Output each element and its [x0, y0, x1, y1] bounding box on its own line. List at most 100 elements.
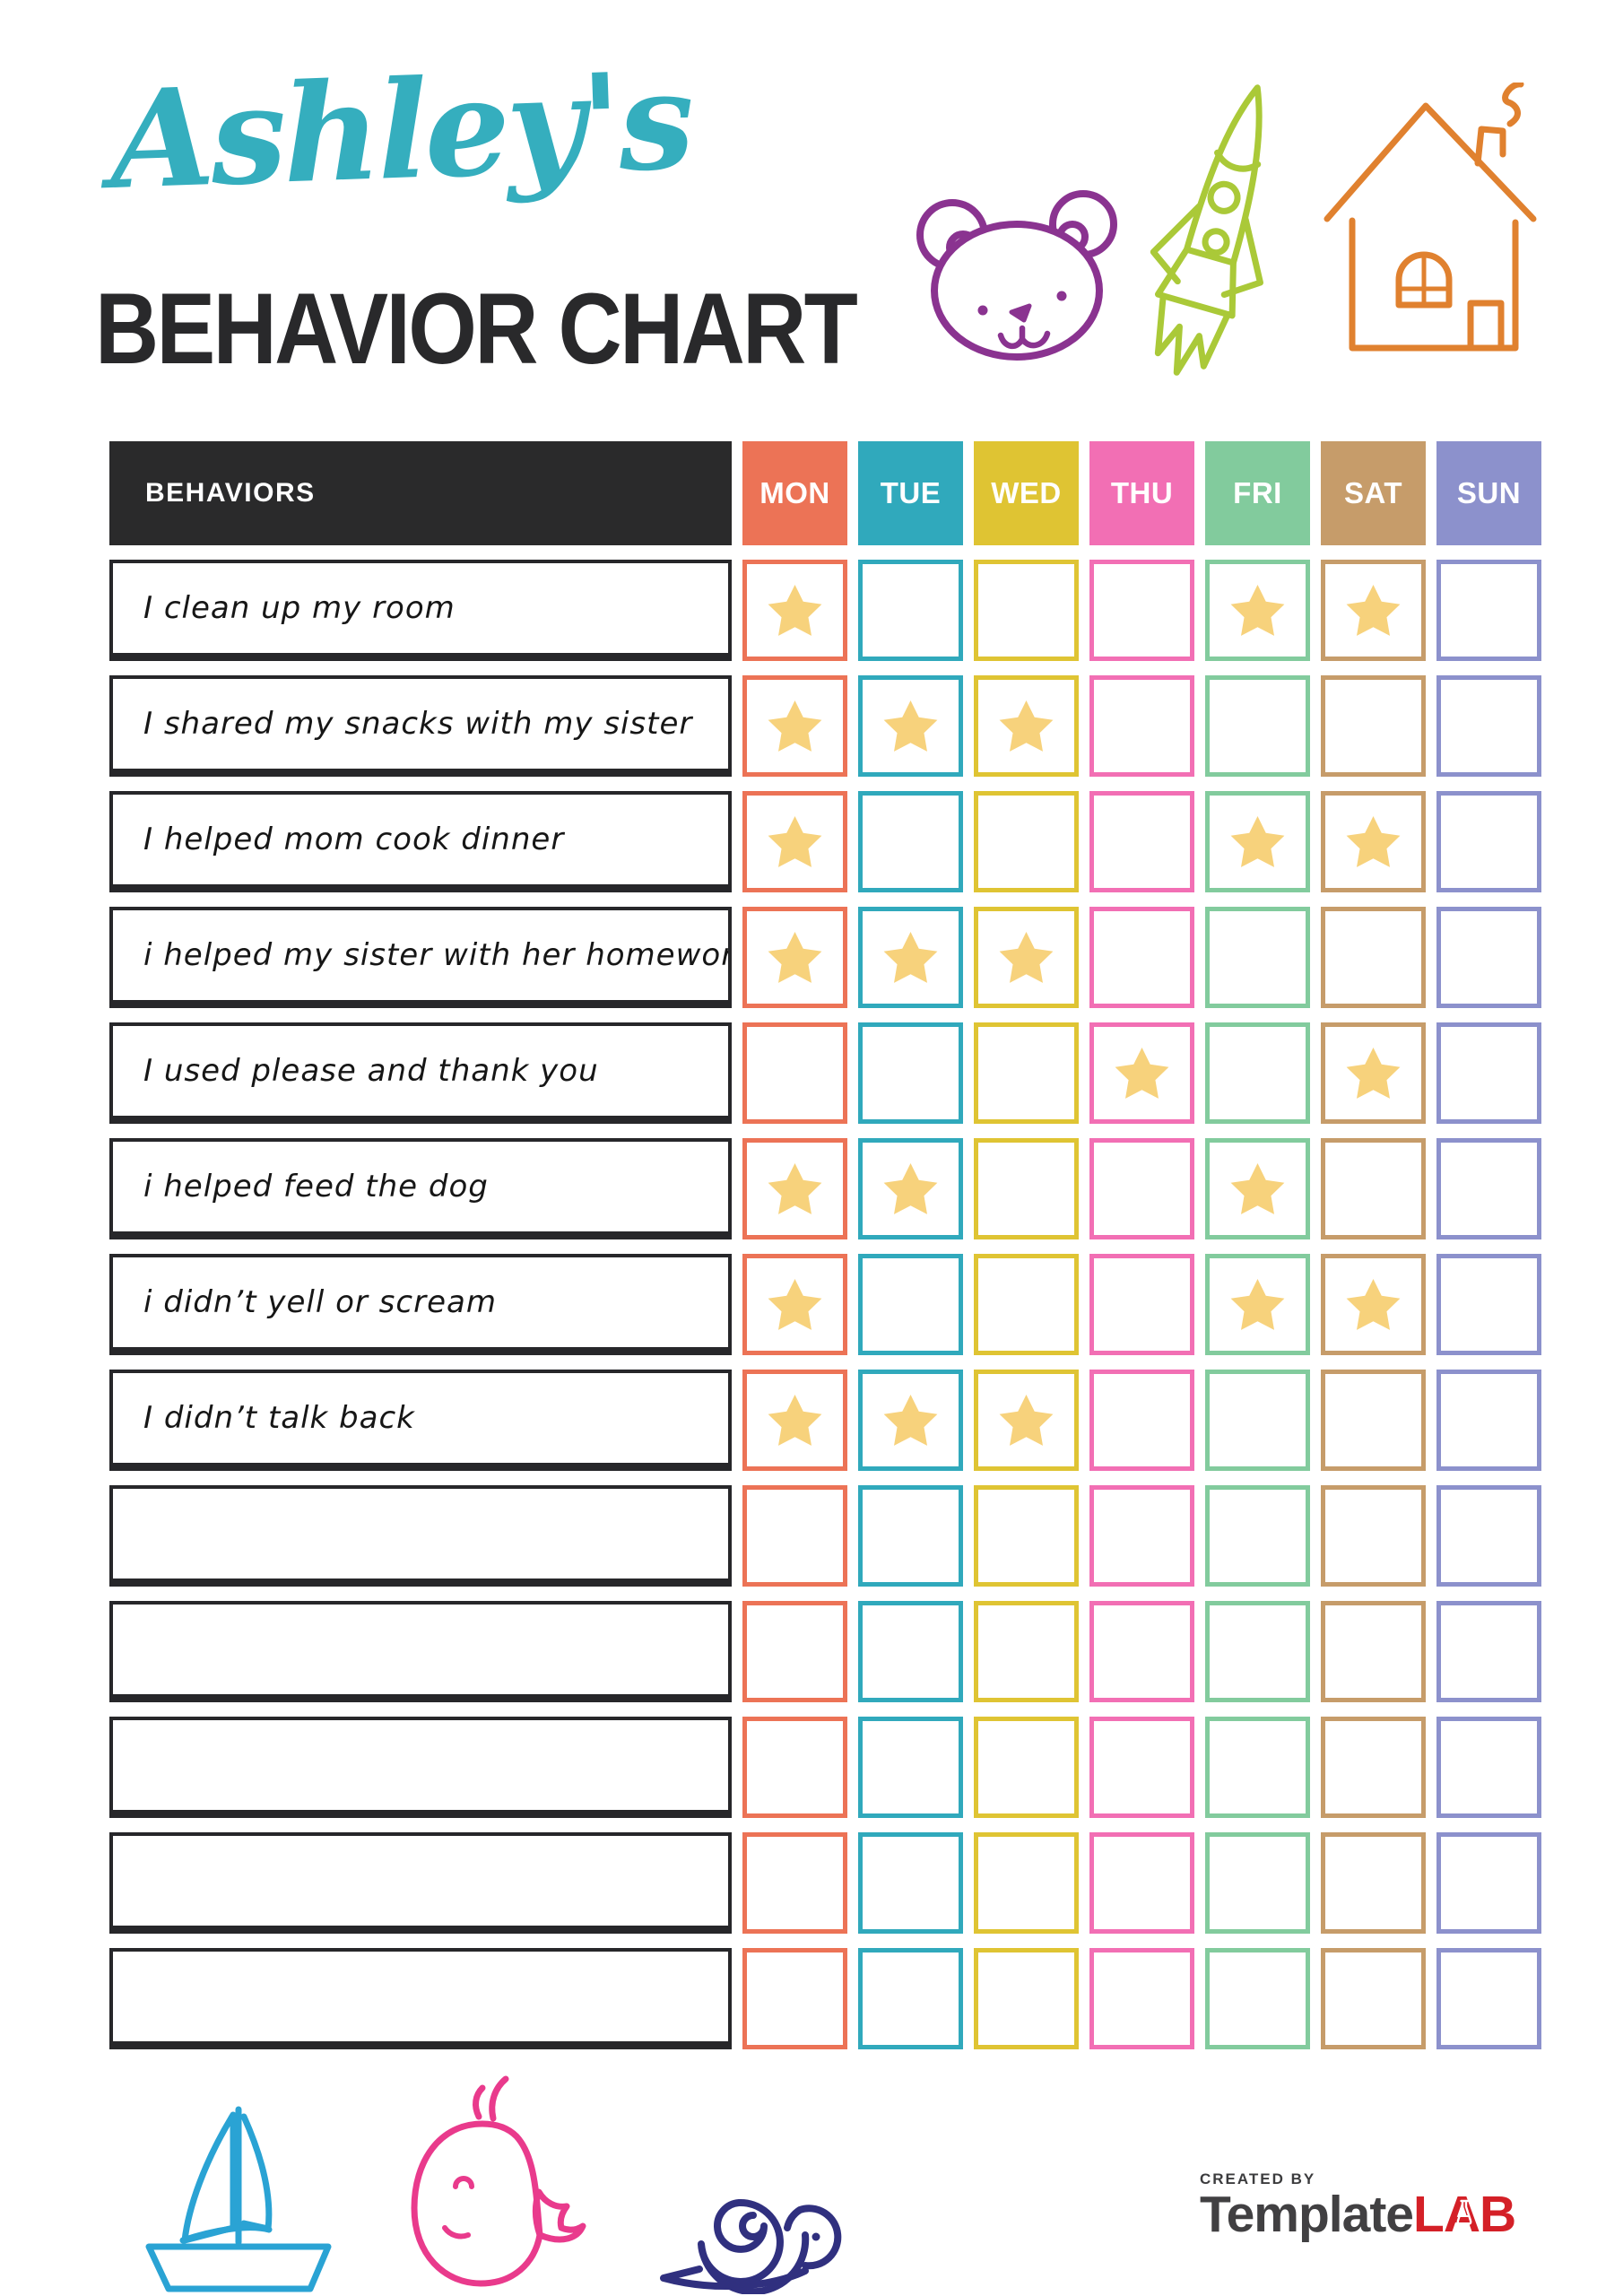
star-cell-sat[interactable]: [1321, 1138, 1426, 1239]
star-cell-wed[interactable]: [974, 1254, 1079, 1355]
star-cell-sun[interactable]: [1436, 1717, 1541, 1818]
star-cell-mon[interactable]: [742, 675, 847, 777]
star-cell-sat[interactable]: [1321, 1832, 1426, 1934]
star-cell-sat[interactable]: [1321, 1254, 1426, 1355]
star-cell-tue[interactable]: [858, 1022, 963, 1124]
star-cell-mon[interactable]: [742, 1717, 847, 1818]
star-cell-wed[interactable]: [974, 1485, 1079, 1587]
star-cell-wed[interactable]: [974, 560, 1079, 661]
star-cell-tue[interactable]: [858, 1370, 963, 1471]
star-cell-tue[interactable]: [858, 791, 963, 892]
star-cell-sun[interactable]: [1436, 1832, 1541, 1934]
star-cell-wed[interactable]: [974, 675, 1079, 777]
star-cell-tue[interactable]: [858, 1138, 963, 1239]
star-cell-fri[interactable]: [1205, 1717, 1310, 1818]
star-cell-sun[interactable]: [1436, 907, 1541, 1008]
star-cell-mon[interactable]: [742, 1485, 847, 1587]
star-cell-wed[interactable]: [974, 791, 1079, 892]
star-cell-thu[interactable]: [1089, 1138, 1194, 1239]
star-cell-sun[interactable]: [1436, 1022, 1541, 1124]
star-icon: [999, 1394, 1054, 1446]
star-cell-mon[interactable]: [742, 560, 847, 661]
star-cell-sat[interactable]: [1321, 1022, 1426, 1124]
star-cell-sat[interactable]: [1321, 675, 1426, 777]
star-cell-mon[interactable]: [742, 791, 847, 892]
star-cell-fri[interactable]: [1205, 1485, 1310, 1587]
star-cell-mon[interactable]: [742, 1138, 847, 1239]
star-cell-sat[interactable]: [1321, 791, 1426, 892]
star-cell-wed[interactable]: [974, 1022, 1079, 1124]
star-cell-thu[interactable]: [1089, 1022, 1194, 1124]
star-cell-mon[interactable]: [742, 1254, 847, 1355]
day-header-sat: SAT: [1321, 441, 1426, 545]
star-cell-tue[interactable]: [858, 1601, 963, 1702]
star-icon: [883, 1394, 938, 1446]
star-cell-sun[interactable]: [1436, 1601, 1541, 1702]
flask-icon: [1456, 2200, 1472, 2226]
star-cell-tue[interactable]: [858, 1485, 963, 1587]
star-cell-wed[interactable]: [974, 1370, 1079, 1471]
star-cell-thu[interactable]: [1089, 675, 1194, 777]
star-cell-wed[interactable]: [974, 1138, 1079, 1239]
star-cell-wed[interactable]: [974, 1717, 1079, 1818]
star-cell-sat[interactable]: [1321, 560, 1426, 661]
star-cell-sun[interactable]: [1436, 1485, 1541, 1587]
star-cell-fri[interactable]: [1205, 1948, 1310, 2049]
star-cell-sat[interactable]: [1321, 1370, 1426, 1471]
behavior-label: [109, 1948, 732, 2049]
star-cell-fri[interactable]: [1205, 1370, 1310, 1471]
star-cell-thu[interactable]: [1089, 1485, 1194, 1587]
star-cell-tue[interactable]: [858, 907, 963, 1008]
star-cell-fri[interactable]: [1205, 1832, 1310, 1934]
star-cell-thu[interactable]: [1089, 1832, 1194, 1934]
star-cell-sun[interactable]: [1436, 1370, 1541, 1471]
star-cell-tue[interactable]: [858, 560, 963, 661]
star-cell-fri[interactable]: [1205, 1138, 1310, 1239]
star-cell-sun[interactable]: [1436, 1948, 1541, 2049]
star-cell-fri[interactable]: [1205, 675, 1310, 777]
star-cell-thu[interactable]: [1089, 1254, 1194, 1355]
star-cell-mon[interactable]: [742, 1370, 847, 1471]
star-cell-tue[interactable]: [858, 1948, 963, 2049]
star-cell-thu[interactable]: [1089, 1948, 1194, 2049]
star-cell-fri[interactable]: [1205, 560, 1310, 661]
star-cell-thu[interactable]: [1089, 1717, 1194, 1818]
star-cell-sun[interactable]: [1436, 791, 1541, 892]
star-cell-mon[interactable]: [742, 1948, 847, 2049]
star-cell-tue[interactable]: [858, 1832, 963, 1934]
created-by-label: CREATED BY: [1200, 2170, 1316, 2187]
star-cell-thu[interactable]: [1089, 907, 1194, 1008]
star-cell-fri[interactable]: [1205, 907, 1310, 1008]
star-cell-tue[interactable]: [858, 1717, 963, 1818]
behaviors-column-header: BEHAVIORS: [109, 441, 732, 545]
star-cell-sun[interactable]: [1436, 1254, 1541, 1355]
star-cell-thu[interactable]: [1089, 1601, 1194, 1702]
star-cell-sat[interactable]: [1321, 1717, 1426, 1818]
star-cell-thu[interactable]: [1089, 791, 1194, 892]
star-cell-sat[interactable]: [1321, 1601, 1426, 1702]
star-cell-wed[interactable]: [974, 1832, 1079, 1934]
star-cell-sun[interactable]: [1436, 560, 1541, 661]
star-cell-mon[interactable]: [742, 1601, 847, 1702]
star-cell-thu[interactable]: [1089, 560, 1194, 661]
star-cell-sat[interactable]: [1321, 1485, 1426, 1587]
star-cell-fri[interactable]: [1205, 1254, 1310, 1355]
star-cell-sun[interactable]: [1436, 675, 1541, 777]
star-cell-wed[interactable]: [974, 1948, 1079, 2049]
star-cell-sun[interactable]: [1436, 1138, 1541, 1239]
star-cell-sat[interactable]: [1321, 1948, 1426, 2049]
star-cell-fri[interactable]: [1205, 1022, 1310, 1124]
star-cell-wed[interactable]: [974, 907, 1079, 1008]
star-cell-mon[interactable]: [742, 1022, 847, 1124]
star-icon: [1346, 1278, 1401, 1330]
star-cell-fri[interactable]: [1205, 1601, 1310, 1702]
star-cell-mon[interactable]: [742, 907, 847, 1008]
star-icon: [768, 584, 822, 636]
star-cell-tue[interactable]: [858, 675, 963, 777]
star-cell-fri[interactable]: [1205, 791, 1310, 892]
star-cell-sat[interactable]: [1321, 907, 1426, 1008]
star-cell-mon[interactable]: [742, 1832, 847, 1934]
star-cell-tue[interactable]: [858, 1254, 963, 1355]
star-cell-thu[interactable]: [1089, 1370, 1194, 1471]
star-cell-wed[interactable]: [974, 1601, 1079, 1702]
